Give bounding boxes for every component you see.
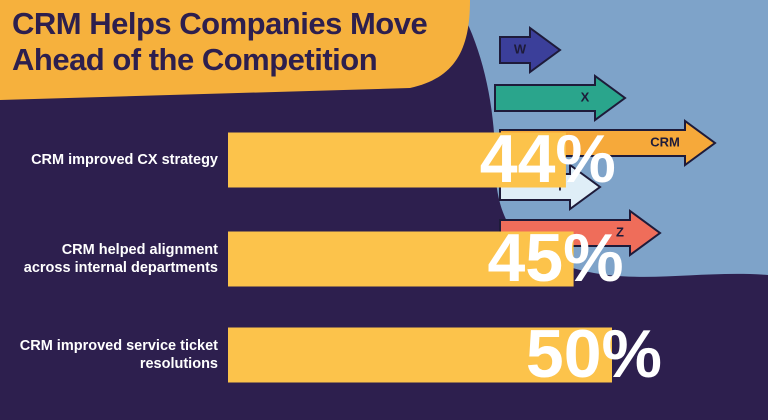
arrow-label: Z — [616, 224, 624, 239]
category-label: CRM improved service ticket resolutions — [19, 338, 218, 372]
arrow — [499, 26, 562, 74]
arrow-label: X — [581, 89, 590, 104]
value-label: 50% — [526, 316, 662, 392]
bar — [228, 132, 566, 188]
bars: 44% 45% 50% — [228, 121, 662, 392]
arrow-label: W — [514, 41, 527, 56]
bar — [228, 231, 574, 287]
category-label: CRM improved CX strategy — [31, 152, 218, 168]
bar — [228, 327, 612, 383]
title-banner — [0, 0, 470, 100]
arrow — [494, 74, 627, 122]
category-label: CRM helped alignment across internal dep… — [23, 242, 218, 276]
arrow-label: CRM — [650, 134, 680, 149]
chart-title: CRM Helps Companies Move Ahead of the Co… — [12, 6, 428, 77]
value-label: 44% — [480, 121, 616, 197]
value-label: 45% — [487, 220, 623, 296]
